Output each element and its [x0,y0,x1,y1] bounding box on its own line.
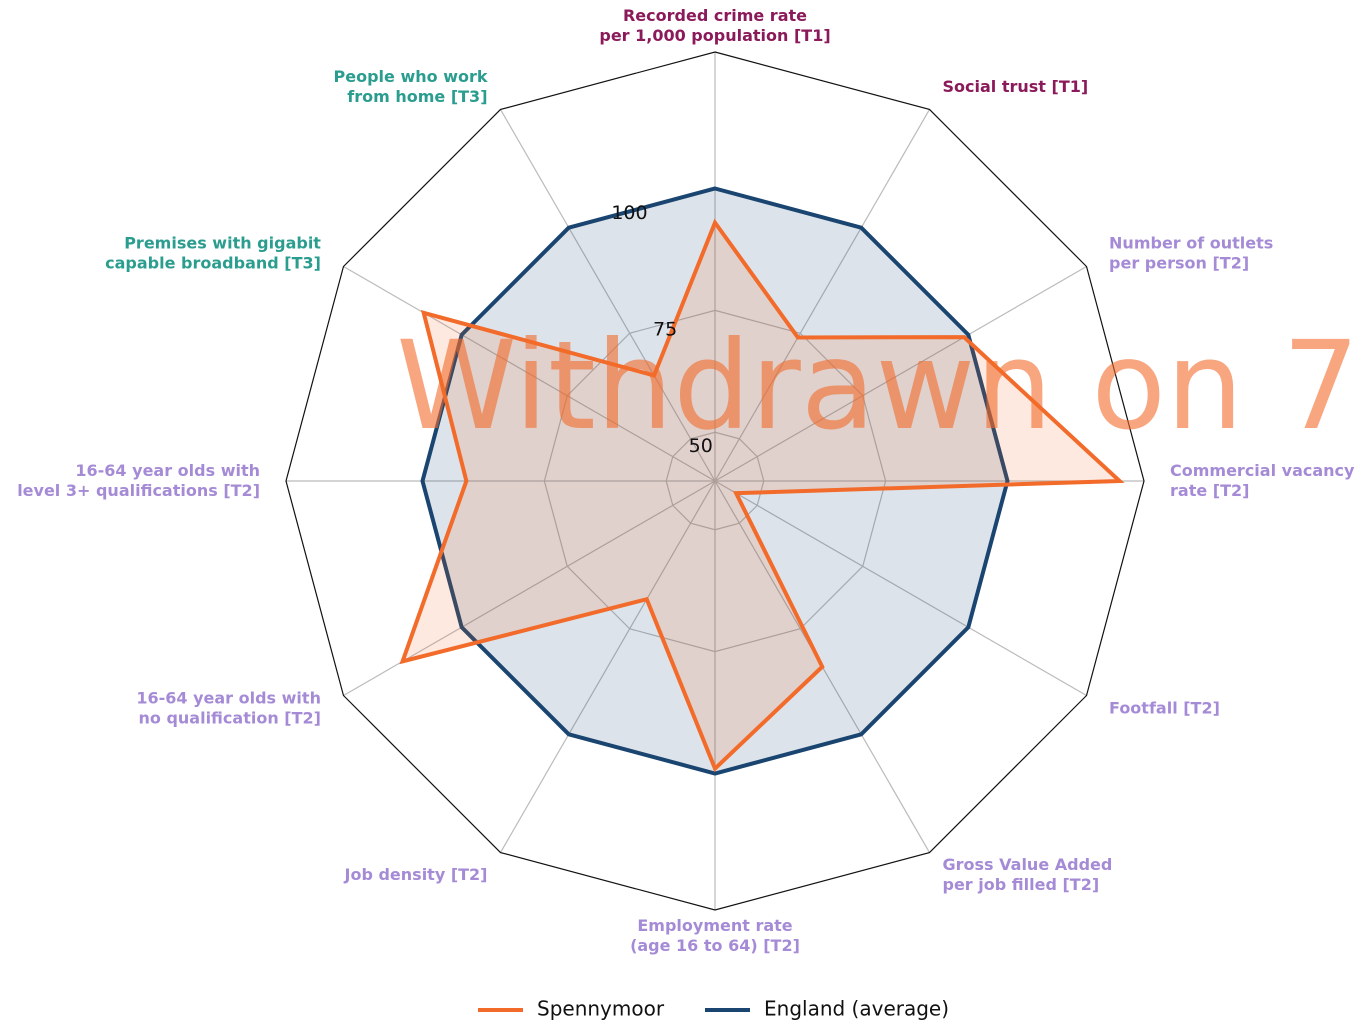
category-label-line: Social trust [T1] [943,76,1089,95]
category-label: Gross Value Added per job filled [T2] [943,855,1113,894]
category-label-line: level 3+ qualifications [T2] [17,481,260,500]
category-label: People who work from home [T3] [334,66,488,105]
category-label: Recorded crime rate per 1,000 population … [599,6,830,45]
legend-label: England (average) [764,997,949,1021]
category-label-line: 16-64 year olds with [136,688,321,707]
category-label-line: Commercial vacancy [1170,461,1355,480]
grid-ring [543,309,887,653]
r-tick-label: 50 [689,435,713,457]
spoke [499,109,716,482]
category-label-line: Recorded crime rate [623,6,807,25]
spoke [343,265,716,482]
category-label-line: Employment rate [637,916,792,935]
category-label-line: rate [T2] [1170,481,1249,500]
series-line [420,186,1010,776]
watermark: Withdrawn on 7 [396,315,1358,457]
r-tick-label: 100 [611,202,647,224]
category-label-line: Gross Value Added [943,855,1113,874]
series-area [422,188,1008,774]
grid-ring [665,431,765,531]
category-label-line: from home [T3] [347,86,487,105]
category-label: Footfall [T2] [1109,698,1220,717]
outer-frame [285,51,1145,911]
category-label-line: Job density [T2] [344,865,488,884]
category-label: 16-64 year olds with level 3+ qualificati… [17,461,260,500]
r-tick-label: 75 [653,318,677,340]
spoke [714,265,1087,482]
spoke [714,480,1087,697]
category-label-line: People who work [334,66,488,85]
category-label: 16-64 year olds with no qualification [T2… [136,688,321,727]
spoke [714,109,931,482]
category-label: Commercial vacancy rate [T2] [1170,461,1355,500]
category-label-line: per person [T2] [1109,253,1249,272]
category-label-line: Footfall [T2] [1109,698,1220,717]
category-label-line: per job filled [T2] [943,875,1100,894]
category-label: Number of outlets per person [T2] [1109,233,1273,272]
category-label: Job density [T2] [344,865,488,884]
category-label-line: no qualification [T2] [138,708,320,727]
category-label-line: per 1,000 population [T1] [599,26,830,45]
category-label: Social trust [T1] [943,76,1089,95]
series-area [402,222,1120,769]
legend-label: Spennymoor [537,997,665,1021]
category-label-line: 16-64 year olds with [75,461,260,480]
category-label-line: (age 16 to 64) [T2] [630,936,800,955]
spoke [499,480,716,853]
category-label-line: Number of outlets [1109,233,1273,252]
series-line [399,218,1125,773]
category-label-line: capable broadband [T3] [105,253,321,272]
category-label: Employment rate (age 16 to 64) [T2] [630,916,800,955]
category-label: Premises with gigabit capable broadband [… [105,233,321,272]
category-label-line: Premises with gigabit [124,233,321,252]
